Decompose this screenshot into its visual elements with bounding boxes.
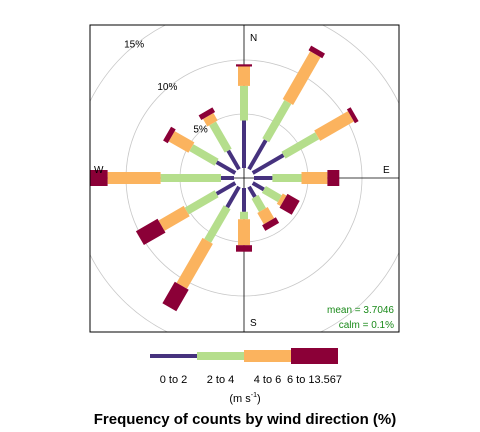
stat-mean: mean = 3.7046 — [327, 305, 394, 316]
wind-bar-segment — [308, 45, 325, 59]
wind-bar-segment — [247, 139, 268, 171]
chart-title: Frequency of counts by wind direction (%… — [94, 411, 397, 428]
wind-bar-segment — [203, 113, 218, 127]
wind-bar-segment — [279, 193, 300, 215]
wind-bar-segment — [242, 120, 246, 168]
wind-bar-segment — [176, 237, 213, 289]
wind-bar-segment — [226, 149, 241, 171]
wind-bar-segment — [240, 211, 248, 220]
ring-label: 15% — [124, 39, 144, 50]
compass-w-label: W — [94, 165, 104, 176]
compass-e-label: E — [383, 165, 390, 176]
wind-bar-segment — [251, 153, 285, 175]
wind-bars — [90, 45, 359, 312]
wind-bar-segment — [215, 160, 237, 175]
wind-bar-segment — [209, 121, 232, 153]
ring-label: 5% — [193, 125, 208, 136]
wind-bar-segment — [162, 281, 189, 312]
wind-bar-segment — [189, 144, 219, 166]
wind-bar-segment — [272, 174, 302, 182]
compass-s-label: S — [250, 318, 257, 329]
wind-bar-segment — [281, 132, 320, 159]
wind-bar-segment — [240, 85, 248, 121]
wind-bar-segment — [107, 172, 161, 184]
wind-bar-segment — [238, 219, 250, 246]
legend-swatch — [244, 350, 291, 362]
wind-bar-segment — [158, 205, 190, 231]
wind-bar-segment — [261, 186, 282, 203]
legend-units: (m s-1) — [229, 392, 260, 405]
wind-bar-segment — [221, 176, 234, 180]
wind-bar-segment — [236, 64, 252, 67]
wind-bar-segment — [251, 181, 265, 192]
legend-label: 4 to 6 — [254, 374, 282, 386]
wind-bar-segment — [314, 111, 354, 141]
legend-swatch — [291, 348, 338, 364]
wind-bar-segment — [238, 66, 250, 86]
wind-bar-segment — [262, 100, 292, 143]
wind-bar-segment — [90, 170, 108, 186]
wind-bar-segment — [184, 190, 219, 215]
wind-bar-segment — [254, 176, 273, 180]
compass-n-label: N — [250, 33, 257, 44]
legend-swatch — [197, 352, 244, 360]
stat-calm: calm = 0.1% — [339, 320, 394, 331]
wind-bar-segment — [215, 181, 237, 196]
wind-bar-segment — [242, 188, 246, 212]
wind-bar-segment — [163, 126, 176, 144]
wind-bar-segment — [168, 131, 195, 153]
wind-bar-segment — [135, 218, 166, 245]
legend-swatch — [150, 354, 197, 358]
wind-bar-segment — [225, 185, 241, 209]
legend-label: 0 to 2 — [160, 374, 188, 386]
wind-bar-segment — [236, 245, 252, 252]
wind-bar-segment — [301, 172, 328, 184]
wind-bar-segment — [198, 107, 216, 120]
wind-bar-segment — [346, 107, 359, 124]
legend-units-sup: -1 — [251, 392, 257, 399]
wind-bar-segment — [204, 205, 231, 243]
legend-label: 6 to 13.567 — [287, 374, 342, 386]
legend-units-end: ) — [257, 393, 261, 405]
ring-label: 10% — [157, 82, 177, 93]
legend-units-main: (m s — [229, 393, 251, 405]
wind-bar-segment — [276, 193, 287, 206]
wind-bar-segment — [251, 194, 266, 212]
legend-label: 2 to 4 — [207, 374, 235, 386]
ring-labels: 5% 10% 15% — [124, 39, 208, 135]
wind-bar-segment — [257, 207, 275, 225]
wind-bar-segment — [160, 174, 221, 182]
wind-bar-segment — [282, 51, 321, 105]
plot-border — [89, 24, 400, 333]
wind-bar-segment — [247, 185, 257, 198]
wind-bar-segment — [327, 170, 340, 186]
legend: 0 to 2 2 to 4 4 to 6 6 to 13.567 — [150, 348, 342, 386]
wind-bar-segment — [262, 217, 280, 231]
